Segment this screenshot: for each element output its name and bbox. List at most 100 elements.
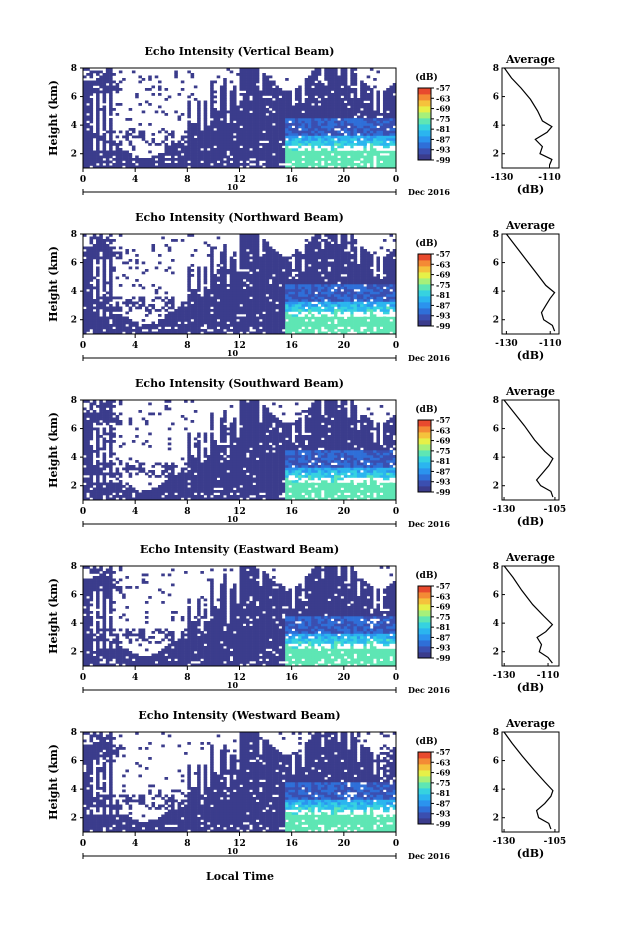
heatmap-cell <box>347 269 351 272</box>
heatmap-cell <box>363 118 367 121</box>
heatmap-cell <box>89 324 94 327</box>
heatmap-cell <box>164 130 169 134</box>
heatmap-cell <box>213 319 217 322</box>
heatmap-cell <box>376 98 380 101</box>
heatmap-cell <box>386 289 390 292</box>
heatmap-cell <box>291 294 296 297</box>
heatmap-cell <box>369 291 374 295</box>
heatmap-cell <box>99 160 103 164</box>
heatmap-cell <box>340 128 345 131</box>
heatmap-cell <box>197 148 201 151</box>
heatmap-cell <box>360 95 364 99</box>
heatmap-cell <box>272 140 276 144</box>
heatmap-cell <box>307 246 312 250</box>
heatmap-cell <box>366 271 371 275</box>
heatmap-cell <box>288 329 292 332</box>
x-tick-label: 0 <box>80 175 86 185</box>
heatmap-cell <box>83 88 87 91</box>
heatmap-cell <box>366 261 371 265</box>
heatmap-cell <box>307 93 312 96</box>
heatmap-cell <box>278 108 283 111</box>
heatmap-cell <box>376 291 380 295</box>
heatmap-cell <box>363 321 367 325</box>
heatmap-cell <box>262 110 266 114</box>
heatmap-cell <box>206 296 211 300</box>
heatmap-cell <box>246 93 250 96</box>
heatmap-cell <box>324 110 328 114</box>
heatmap-cell <box>353 319 358 322</box>
heatmap-cell <box>177 150 182 154</box>
heatmap-cell <box>125 165 129 169</box>
heatmap-cell <box>291 123 296 126</box>
heatmap-cell <box>294 324 299 327</box>
x-tick-label: 16 <box>285 175 298 185</box>
heatmap-cell <box>343 239 348 242</box>
heatmap-cell <box>291 306 296 310</box>
heatmap-cell <box>304 289 309 292</box>
heatmap-cell <box>255 130 260 134</box>
heatmap-cell <box>330 118 335 121</box>
heatmap-cell <box>249 143 253 146</box>
heatmap-cell <box>369 140 374 144</box>
heatmap-cell <box>115 103 120 106</box>
heatmap-cell <box>311 118 315 121</box>
heatmap-cell <box>363 155 367 159</box>
heatmap-cell <box>125 304 129 307</box>
heatmap-cell <box>334 276 338 280</box>
heatmap-cell <box>236 286 240 290</box>
heatmap-cell <box>389 321 394 325</box>
heatmap-cell <box>330 163 335 166</box>
heatmap-cell <box>125 153 129 156</box>
heatmap-cell <box>281 160 286 164</box>
heatmap-cell <box>226 284 231 287</box>
heatmap-cell <box>389 281 394 285</box>
heatmap-cell <box>200 135 204 139</box>
heatmap-cell <box>177 314 182 317</box>
heatmap-cell <box>373 306 377 310</box>
heatmap-cell <box>373 316 377 320</box>
heatmap-cell <box>89 319 94 322</box>
heatmap-cell <box>259 118 263 121</box>
heatmap-cell <box>197 324 201 327</box>
heatmap-cell <box>265 309 270 312</box>
heatmap-cell <box>246 88 250 91</box>
heatmap-cell <box>376 133 380 136</box>
heatmap-cell <box>252 274 257 277</box>
heatmap-cell <box>115 135 120 139</box>
heatmap-cell <box>334 291 338 295</box>
heatmap-cell <box>330 113 335 116</box>
heatmap-cell <box>327 120 332 124</box>
heatmap-cell <box>262 105 266 109</box>
heatmap-cell <box>334 326 338 330</box>
heatmap-cell <box>386 95 390 99</box>
heatmap-cell <box>366 130 371 134</box>
heatmap-cell <box>210 88 214 91</box>
heatmap-cell <box>213 284 217 287</box>
heatmap-cell <box>350 105 354 109</box>
heatmap-cell <box>311 309 315 312</box>
heatmap-cell <box>115 83 120 86</box>
heatmap-cell <box>193 289 198 292</box>
heatmap-cell <box>317 329 322 332</box>
heatmap-cell <box>246 246 250 250</box>
heatmap-cell <box>347 118 351 121</box>
heatmap-cell <box>268 130 273 134</box>
heatmap-cell <box>347 296 351 300</box>
heatmap-cell <box>389 299 394 302</box>
heatmap-cell <box>190 155 195 159</box>
heatmap-cell <box>187 329 191 332</box>
heatmap-cell <box>343 120 348 124</box>
heatmap-cell <box>180 309 185 312</box>
heatmap-cell <box>99 249 103 252</box>
heatmap-cell <box>239 326 244 330</box>
heatmap-cell <box>278 153 283 156</box>
heatmap-cell <box>386 118 390 121</box>
heatmap-cell <box>314 251 319 255</box>
heatmap-cell <box>246 294 250 297</box>
heatmap-cell <box>353 163 358 166</box>
heatmap-cell <box>347 264 351 267</box>
heatmap-cell <box>366 316 371 320</box>
heatmap-cell <box>255 105 260 109</box>
heatmap-cell <box>232 163 237 166</box>
heatmap-cell <box>216 269 221 272</box>
